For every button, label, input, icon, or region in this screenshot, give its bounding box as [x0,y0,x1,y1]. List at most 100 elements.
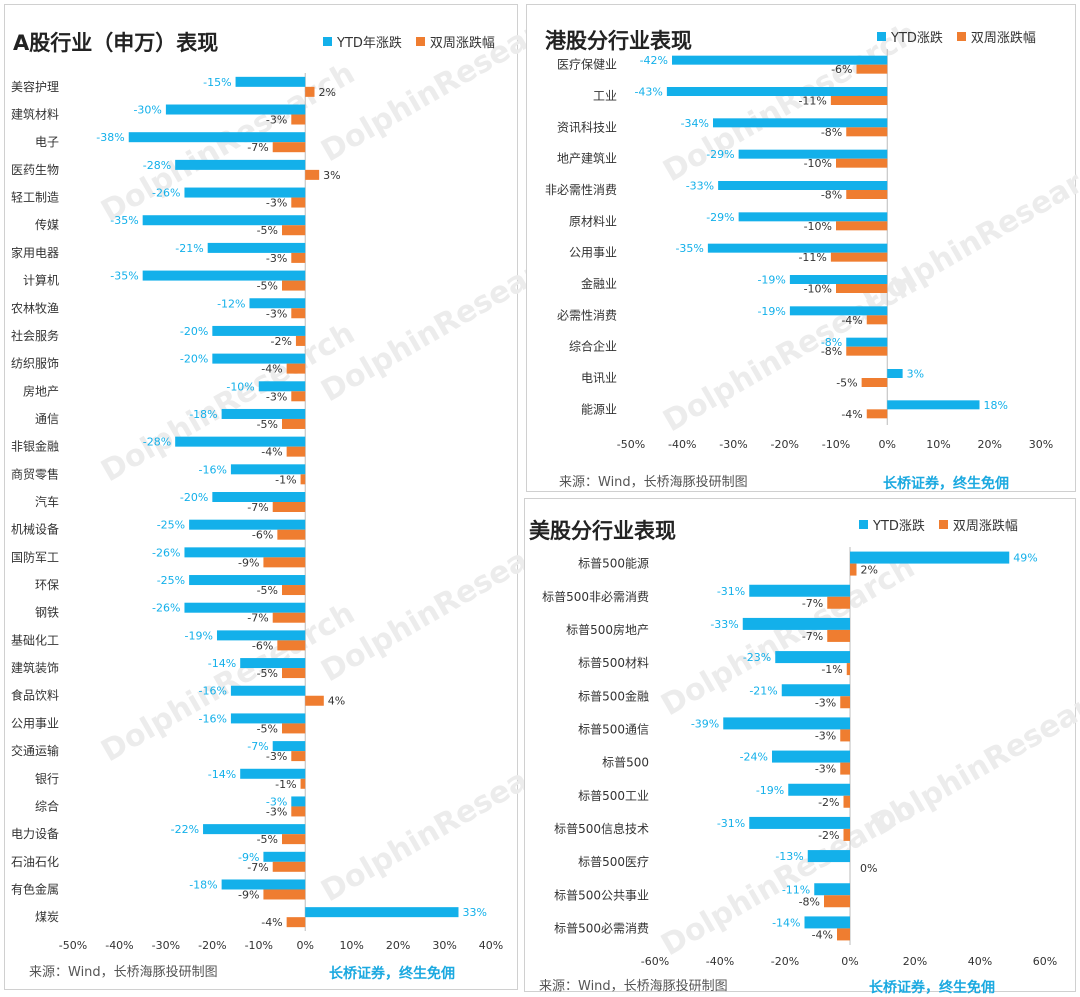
x-tick-label: -60% [641,955,669,968]
ytd-value-label: -15% [203,76,231,89]
category-label: 标普500材料 [578,656,649,670]
category-label: 有色金属 [11,881,59,896]
x-tick-label: 60% [1033,955,1057,968]
biweekly-value-label: -6% [252,529,273,542]
ytd-value-label: 49% [1013,552,1037,565]
biweekly-bar [277,640,306,651]
x-tick-label: 40% [968,955,992,968]
ytd-value-label: -34% [681,117,709,130]
ytd-value-label: -22% [171,823,199,836]
ytd-bar [772,750,850,763]
biweekly-value-label: -2% [271,335,292,348]
biweekly-bar [272,612,306,623]
category-label: 公用事业 [11,716,59,730]
biweekly-value-label: -6% [831,63,852,76]
category-label: 食品饮料 [11,688,59,703]
biweekly-bar [843,795,850,808]
biweekly-value-label: -9% [238,556,259,569]
biweekly-bar [305,86,315,97]
ytd-bar [184,187,306,198]
chart-title: 港股分行业表现 [545,29,692,53]
biweekly-value-label: -4% [261,363,282,376]
ytd-bar [230,713,306,724]
category-label: 标普500房地产 [566,622,649,637]
biweekly-bar [282,723,306,734]
biweekly-bar [836,221,888,231]
ytd-bar [742,617,850,630]
ytd-legend-swatch [859,520,868,529]
biweekly-bar [840,762,850,775]
category-label: 传媒 [35,217,59,232]
biweekly-value-label: -4% [261,916,282,929]
biweekly-value-label: -8% [799,895,820,908]
source-note: 来源：Wind，长桥海豚投研制图 [559,475,748,490]
category-label: 通信 [35,412,59,426]
hk-share-chart-panel: DolphinResearch DolphinResearch DolphinR… [526,4,1080,492]
ytd-bar [788,783,850,796]
category-label: 标普500工业 [578,789,649,803]
biweekly-value-label: -4% [812,928,833,941]
biweekly-value-label: -5% [257,667,278,680]
x-tick-label: 10% [339,939,363,952]
ytd-value-label: -25% [157,519,185,532]
ytd-value-label: -31% [717,585,745,598]
ytd-value-label: -19% [757,274,785,287]
biweekly-value-label: -8% [821,345,842,358]
biweekly-bar [861,378,888,387]
biweekly-bar [282,585,306,596]
biweekly-bar [840,696,850,709]
biweekly-bar [282,418,306,429]
a-share-chart-panel: DolphinResearch DolphinResearch DolphinR… [4,0,581,990]
biweekly-bar [824,895,850,908]
ytd-bar [142,270,306,281]
ytd-bar [189,575,306,586]
biweekly-bar [277,529,306,540]
ytd-bar [142,215,306,226]
biweekly-value-label: -8% [821,126,842,139]
biweekly-bar [272,861,306,872]
ytd-bar [789,275,888,284]
biweekly-bar [286,363,306,374]
ytd-bar [212,492,306,502]
ytd-value-label: -16% [198,463,226,476]
biweekly-value-label: -7% [802,597,823,610]
biweekly-bar [300,474,306,485]
ytd-bar [175,436,306,447]
x-tick-label: -20% [198,939,226,952]
ytd-value-label: -9% [238,851,259,864]
ytd-bar [749,584,850,597]
ytd-bar [258,381,306,392]
category-label: 交通运输 [11,743,59,758]
slogan: 长桥证券，终生免佣 [869,980,995,996]
biweekly-value-label: -5% [836,377,857,390]
biweekly-bar [291,197,306,208]
ytd-bar [184,602,306,613]
category-label: 资讯科技业 [557,120,617,134]
ytd-bar [775,651,850,664]
x-tick-label: 0% [841,955,858,968]
ytd-bar [263,851,306,862]
biweekly-value-label: -1% [275,473,296,486]
ytd-value-label: -26% [152,187,180,200]
biweekly-value-label: -3% [815,729,836,742]
ytd-value-label: -8% [821,336,842,349]
ytd-value-label: -21% [749,684,777,697]
ytd-bar [272,741,306,752]
biweekly-value-label: -3% [815,696,836,709]
ytd-legend-swatch [877,32,886,41]
x-tick-label: -30% [719,438,747,451]
x-tick-label: 40% [479,939,503,952]
category-label: 煤炭 [35,910,59,924]
category-label: 家用电器 [11,245,59,260]
biweekly-value-label: -5% [257,722,278,735]
biweekly-bar [282,834,306,845]
biweekly-bar [291,751,306,762]
biweekly-value-label: -3% [266,390,287,403]
ytd-bar [781,684,850,697]
category-label: 标普500信息技术 [554,821,649,836]
biweekly-bar [866,409,888,419]
biweekly-bar [843,828,850,841]
ytd-value-label: -26% [152,602,180,615]
biweekly-value-label: -10% [804,283,832,296]
biweekly-bar [305,169,320,180]
